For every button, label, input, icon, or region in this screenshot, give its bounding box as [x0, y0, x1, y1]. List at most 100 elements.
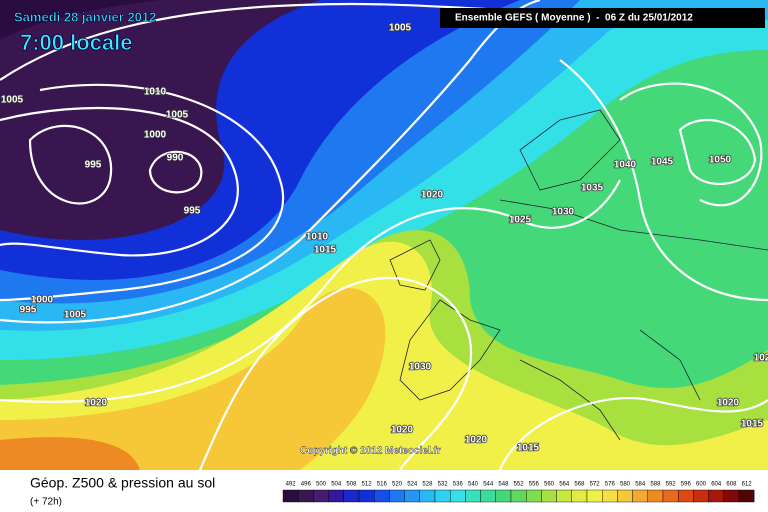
colorbar-label: 544 [483, 482, 494, 488]
colorbar-swatch [632, 489, 648, 503]
colorbar-swatch [738, 489, 755, 503]
colorbar-swatch [693, 489, 709, 503]
isobar-label: 1015 [517, 443, 540, 454]
colorbar-label: 588 [650, 482, 661, 488]
colorbar: 492 496 500 504 508 512 516 520 524 528 532 536 540 5… [282, 482, 755, 503]
colorbar-swatch [556, 489, 572, 503]
footer-range: (+ 72h) [30, 497, 62, 508]
colorbar-swatch [358, 489, 375, 503]
isobar-label: 1005 [64, 310, 87, 321]
colorbar-swatch [328, 489, 345, 503]
isobar-label: 1020 [391, 425, 414, 436]
isobar-label: 1005 [389, 23, 412, 34]
colorbar-swatch [450, 489, 466, 503]
colorbar-swatch [510, 489, 527, 503]
isobar-label: 1025 [509, 215, 532, 226]
isobar-label: 1045 [651, 157, 674, 168]
colorbar-swatch [602, 489, 618, 503]
colorbar-label: 572 [590, 482, 601, 488]
colorbar-swatch [617, 489, 633, 503]
footer-title: Géop. Z500 & pression au sol [30, 475, 215, 491]
colorbar-label: 548 [498, 482, 509, 488]
isobar-label: 1030 [409, 362, 432, 373]
isobar-label: 1030 [552, 207, 575, 218]
colorbar-label: 524 [407, 482, 418, 488]
colorbar-label: 536 [453, 482, 464, 488]
colorbar-swatch [662, 489, 679, 503]
run-info: Ensemble GEFS ( Moyenne ) - 06 Z du 25/0… [455, 13, 693, 24]
colorbar-label: 596 [681, 482, 692, 488]
isobar-label: 1020 [465, 435, 488, 446]
copyright: Copyright © 2012 Meteociel.fr [300, 446, 441, 457]
colorbar-label: 508 [346, 482, 357, 488]
isobar-label: 1010 [144, 87, 167, 98]
isobar-label: 995 [20, 305, 37, 316]
colorbar-label: 576 [605, 482, 616, 488]
run-box [440, 8, 765, 28]
colorbar-label: 568 [574, 482, 585, 488]
colorbar-swatch [541, 489, 557, 503]
colorbar-label: 512 [362, 482, 373, 488]
isobar-label: 1020 [421, 190, 444, 201]
colorbar-swatch [647, 489, 664, 503]
isobar-label: 1005 [166, 110, 189, 121]
colorbar-label: 612 [742, 482, 753, 488]
colorbar-label: 592 [666, 482, 677, 488]
colorbar-swatch [571, 489, 588, 503]
colorbar-swatch [723, 489, 740, 503]
isobar-label: 1010 [306, 232, 329, 243]
colorbar-swatch [465, 489, 481, 503]
colorbar-label: 564 [559, 482, 570, 488]
date: Samedi 28 janvier 2012 [14, 9, 156, 24]
map [0, 0, 768, 471]
colorbar-label: 500 [316, 482, 327, 488]
isobar-label: 102 [754, 353, 768, 364]
isobar-label: 1005 [1, 95, 24, 106]
colorbar-swatch [389, 489, 405, 503]
isobar-label: 995 [85, 160, 102, 171]
colorbar-label: 496 [301, 482, 312, 488]
colorbar-swatch [374, 489, 390, 503]
colorbar-swatch [404, 489, 421, 503]
colorbar-swatch [708, 489, 724, 503]
colorbar-label: 556 [529, 482, 540, 488]
colorbar-swatch [282, 489, 299, 503]
colorbar-label: 584 [635, 482, 646, 488]
colorbar-swatch [313, 489, 329, 503]
isobar-label: 1000 [31, 295, 54, 306]
colorbar-label: 504 [331, 482, 342, 488]
colorbar-swatch [419, 489, 436, 503]
colorbar-swatch [586, 489, 603, 503]
colorbar-swatch [678, 489, 694, 503]
isobar-labels: 1005100510101005100099599099510101015102… [0, 22, 768, 455]
colorbar-swatch [343, 489, 360, 503]
isobar-label: 1020 [85, 398, 108, 409]
colorbar-label: 552 [514, 482, 525, 488]
isobar-label: 1015 [741, 419, 764, 430]
isobar-label: 1000 [144, 130, 167, 141]
colorbar-swatch [434, 489, 451, 503]
colorbar-label: 520 [392, 482, 403, 488]
colorbar-swatch [480, 489, 497, 503]
colorbar-swatch [495, 489, 512, 503]
isobar-label: 1020 [717, 398, 740, 409]
colorbar-label: 492 [286, 482, 297, 488]
colorbar-label: 580 [620, 482, 631, 488]
colorbar-label: 560 [544, 482, 555, 488]
colorbar-label: 604 [711, 482, 722, 488]
colorbar-label: 528 [422, 482, 433, 488]
isobar-label: 1035 [581, 183, 604, 194]
colorbar-label: 600 [696, 482, 707, 488]
colorbar-label: 532 [438, 482, 449, 488]
isobar-label: 1015 [314, 245, 337, 256]
isobar-label: 1050 [709, 155, 732, 166]
colorbar-swatch [526, 489, 542, 503]
isobar-label: 990 [167, 153, 184, 164]
colorbar-label: 516 [377, 482, 388, 488]
time: 7:00 locale [20, 30, 133, 55]
isobar-label: 1040 [614, 160, 637, 171]
colorbar-label: 540 [468, 482, 479, 488]
colorbar-label: 608 [726, 482, 737, 488]
colorbar-swatch [298, 489, 314, 503]
